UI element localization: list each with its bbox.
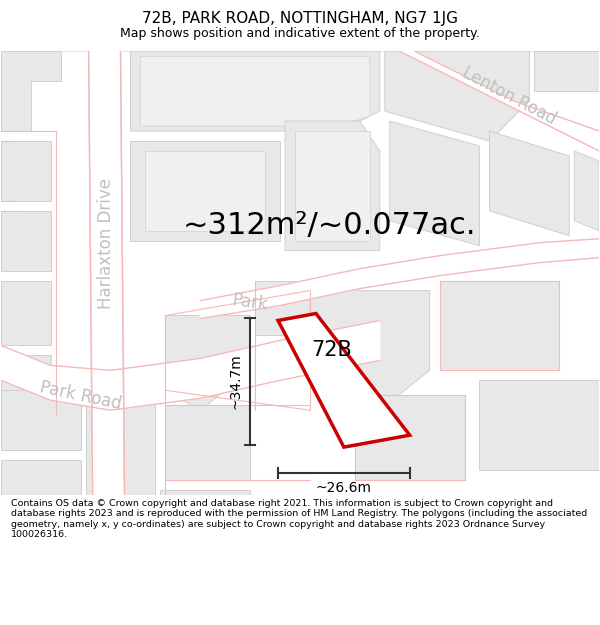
Text: 72B: 72B <box>311 341 352 361</box>
Text: Map shows position and indicative extent of the property.: Map shows position and indicative extent… <box>120 27 480 40</box>
Text: Park: Park <box>231 291 269 314</box>
Polygon shape <box>89 51 124 495</box>
Polygon shape <box>1 356 51 415</box>
Polygon shape <box>89 51 124 495</box>
Polygon shape <box>1 390 80 450</box>
Polygon shape <box>160 490 250 495</box>
Polygon shape <box>140 56 370 126</box>
Polygon shape <box>130 51 380 131</box>
Polygon shape <box>295 131 370 241</box>
Polygon shape <box>166 316 250 410</box>
Text: Harlaxton Drive: Harlaxton Drive <box>97 178 115 309</box>
Polygon shape <box>535 51 599 91</box>
Polygon shape <box>86 390 155 495</box>
Polygon shape <box>355 395 464 480</box>
Polygon shape <box>1 281 51 346</box>
Polygon shape <box>390 121 479 246</box>
Text: 72B, PARK ROAD, NOTTINGHAM, NG7 1JG: 72B, PARK ROAD, NOTTINGHAM, NG7 1JG <box>142 11 458 26</box>
Polygon shape <box>1 141 51 201</box>
Polygon shape <box>1 211 51 271</box>
Polygon shape <box>310 291 430 410</box>
Polygon shape <box>1 460 80 495</box>
Polygon shape <box>200 239 599 319</box>
Polygon shape <box>1 51 61 131</box>
Polygon shape <box>479 381 599 470</box>
Polygon shape <box>385 51 529 141</box>
Text: ~26.6m: ~26.6m <box>316 481 372 495</box>
Polygon shape <box>400 51 599 151</box>
Polygon shape <box>278 314 410 447</box>
Polygon shape <box>440 281 559 371</box>
Text: ~34.7m: ~34.7m <box>228 354 242 409</box>
Polygon shape <box>255 281 310 336</box>
Polygon shape <box>145 151 265 231</box>
Polygon shape <box>130 141 280 241</box>
Polygon shape <box>574 151 599 231</box>
Polygon shape <box>285 121 380 251</box>
Text: Lenton Road: Lenton Road <box>460 64 559 128</box>
Text: Park Road: Park Road <box>38 378 123 412</box>
Polygon shape <box>490 131 569 236</box>
Text: ~312m²/~0.077ac.: ~312m²/~0.077ac. <box>183 211 476 240</box>
Polygon shape <box>1 321 380 410</box>
Text: Contains OS data © Crown copyright and database right 2021. This information is : Contains OS data © Crown copyright and d… <box>11 499 587 539</box>
Polygon shape <box>166 405 250 480</box>
